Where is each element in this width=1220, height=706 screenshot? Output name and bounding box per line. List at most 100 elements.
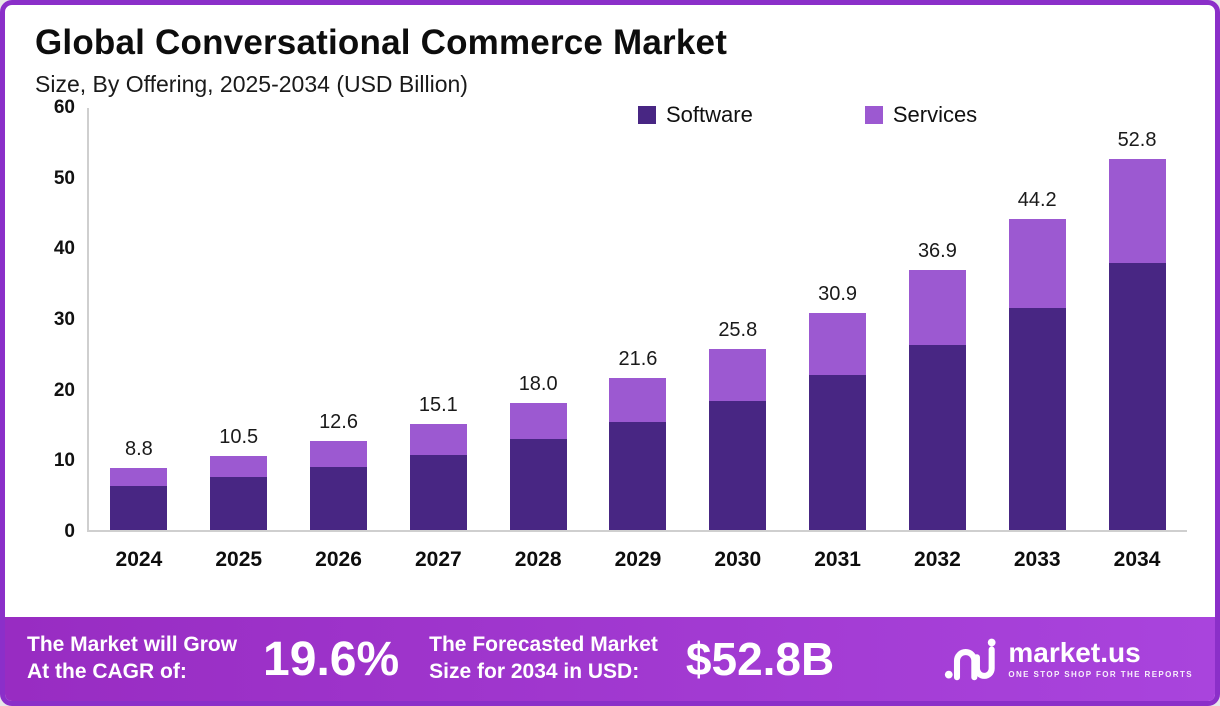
market-us-logo-icon — [945, 638, 996, 681]
segment-software-2032 — [908, 345, 966, 530]
software-swatch-icon — [638, 106, 656, 124]
plot-wrap: Software Services 8.8 10.5 12.6 15.1 18.0 21.… — [87, 102, 1187, 572]
cagr-label-line1: The Market will Grow — [27, 633, 238, 657]
bar-slot-2033: 44.2 — [987, 108, 1087, 530]
bar-2034 — [1108, 158, 1166, 530]
x-tick-label-2026: 2026 — [315, 548, 362, 571]
segment-software-2024 — [110, 485, 168, 530]
segment-services-2034 — [1108, 158, 1166, 264]
bar-slot-2026: 12.6 — [289, 108, 389, 530]
y-axis: 0 10 20 30 40 50 60 — [31, 97, 87, 542]
legend-item-software: Software — [638, 102, 753, 128]
x-tick-label-2028: 2028 — [514, 548, 562, 571]
brand-logo: market.us ONE STOP SHOP FOR THE REPORTS — [944, 637, 1193, 681]
y-tick-label: 0 — [64, 521, 75, 542]
bar-slot-2024: 8.8 — [89, 108, 189, 530]
segment-services-2027 — [409, 423, 467, 455]
bars-row: Software Services 8.8 10.5 12.6 15.1 18.0 21.… — [87, 102, 1187, 532]
legend: Software Services — [638, 102, 977, 128]
segment-software-2029 — [609, 421, 667, 530]
segment-services-2030 — [709, 348, 767, 401]
x-tick-label-2031: 2031 — [814, 548, 861, 571]
total-label-2032: 36.9 — [917, 240, 957, 263]
footer-banner: The Market will Grow At the CAGR of: 19.… — [5, 617, 1215, 701]
bar-slot-2028: 18.0 — [488, 108, 588, 530]
total-label-2025: 10.5 — [219, 426, 259, 449]
forecast-label-line2: Size for 2034 in USD: — [429, 660, 640, 683]
segment-software-2033 — [1008, 308, 1066, 530]
chart-subtitle: Size, By Offering, 2025-2034 (USD Billio… — [35, 71, 468, 97]
brand-name: market.us — [1008, 637, 1141, 668]
bar-slot-2027: 15.1 — [388, 108, 488, 530]
total-label-2028: 18.0 — [518, 373, 558, 396]
bar-2030 — [709, 348, 767, 530]
segment-software-2025 — [210, 476, 268, 530]
y-tick-label: 10 — [53, 450, 75, 472]
segment-software-2028 — [509, 439, 567, 530]
segment-services-2026 — [310, 441, 368, 467]
legend-item-services: Services — [864, 102, 978, 128]
total-label-2026: 12.6 — [319, 411, 358, 434]
y-tick-label: 30 — [53, 309, 75, 330]
x-tick-label-2034: 2034 — [1113, 548, 1161, 571]
chart-area: 0 10 20 30 40 50 60 Software Services 8.8 10.5 1… — [5, 97, 1215, 572]
segment-services-2031 — [809, 312, 867, 376]
total-label-2027: 15.1 — [418, 393, 458, 416]
bar-slot-2032: 36.9 — [888, 108, 988, 530]
total-label-2030: 25.8 — [718, 318, 758, 341]
x-axis: 2024 2025 2026 2027 2028 2029 2030 2031 2032 2033… — [89, 548, 1187, 572]
forecast-label: The Forecasted Market Size for 2034 in U… — [429, 632, 658, 686]
forecast-value: $52.8B — [685, 633, 835, 685]
bar-2026 — [310, 441, 368, 530]
segment-services-2032 — [908, 270, 966, 346]
segment-software-2027 — [409, 454, 467, 530]
bar-2025 — [210, 456, 268, 530]
legend-label-software: Software — [666, 102, 753, 127]
y-tick-label: 60 — [53, 97, 75, 118]
x-tick-label-2032: 2032 — [914, 548, 961, 571]
segment-software-2026 — [310, 466, 368, 530]
cagr-label-line2: At the CAGR of: — [27, 660, 187, 683]
segment-services-2028 — [509, 403, 567, 440]
services-swatch-icon — [864, 106, 883, 124]
chart-grid: 0 10 20 30 40 50 60 Software Services 8.8 10.5 1… — [5, 97, 1215, 572]
total-label-2024: 8.8 — [125, 438, 153, 461]
bar-2028 — [509, 403, 567, 530]
x-tick-label-2027: 2027 — [414, 548, 462, 571]
total-label-2029: 21.6 — [618, 348, 658, 371]
brand-text: market.us ONE STOP SHOP FOR THE REPORTS — [1008, 639, 1193, 679]
bar-slot-2034: 52.8 — [1087, 108, 1187, 530]
x-tick-label-2025: 2025 — [215, 548, 263, 571]
x-tick-label-2033: 2033 — [1013, 548, 1061, 571]
bar-slot-2031: 30.9 — [788, 108, 888, 530]
bar-slot-2025: 10.5 — [189, 108, 289, 530]
total-label-2033: 44.2 — [1017, 189, 1057, 212]
segment-services-2025 — [210, 456, 268, 477]
x-tick-label-2029: 2029 — [614, 548, 662, 571]
bar-2029 — [609, 378, 667, 530]
segment-software-2034 — [1108, 263, 1166, 530]
x-tick-label-2030: 2030 — [714, 548, 762, 571]
cagr-value: 19.6% — [263, 632, 400, 686]
bar-2027 — [409, 423, 467, 530]
segment-software-2030 — [709, 400, 767, 530]
page-title: Global Conversational Commerce Market — [35, 23, 728, 62]
bar-slot-2029: 21.6 — [588, 108, 688, 530]
bar-2024 — [110, 468, 168, 530]
x-tick-label-2024: 2024 — [115, 548, 163, 571]
total-label-2031: 30.9 — [818, 282, 858, 305]
legend-label-services: Services — [892, 102, 978, 127]
segment-services-2024 — [110, 468, 168, 486]
total-label-2034: 52.8 — [1117, 128, 1157, 151]
bar-2031 — [809, 312, 867, 530]
bar-2033 — [1008, 219, 1066, 530]
y-tick-label: 20 — [53, 379, 75, 401]
bar-slot-2030: 25.8 — [688, 108, 788, 530]
brand-tagline: ONE STOP SHOP FOR THE REPORTS — [1008, 670, 1193, 679]
y-tick-label: 50 — [53, 167, 75, 189]
y-tick-label: 40 — [53, 238, 75, 260]
forecast-label-line1: The Forecasted Market — [429, 633, 658, 657]
chart-header: Global Conversational Commerce Market Si… — [5, 5, 1215, 98]
cagr-label: The Market will Grow At the CAGR of: — [27, 632, 237, 686]
